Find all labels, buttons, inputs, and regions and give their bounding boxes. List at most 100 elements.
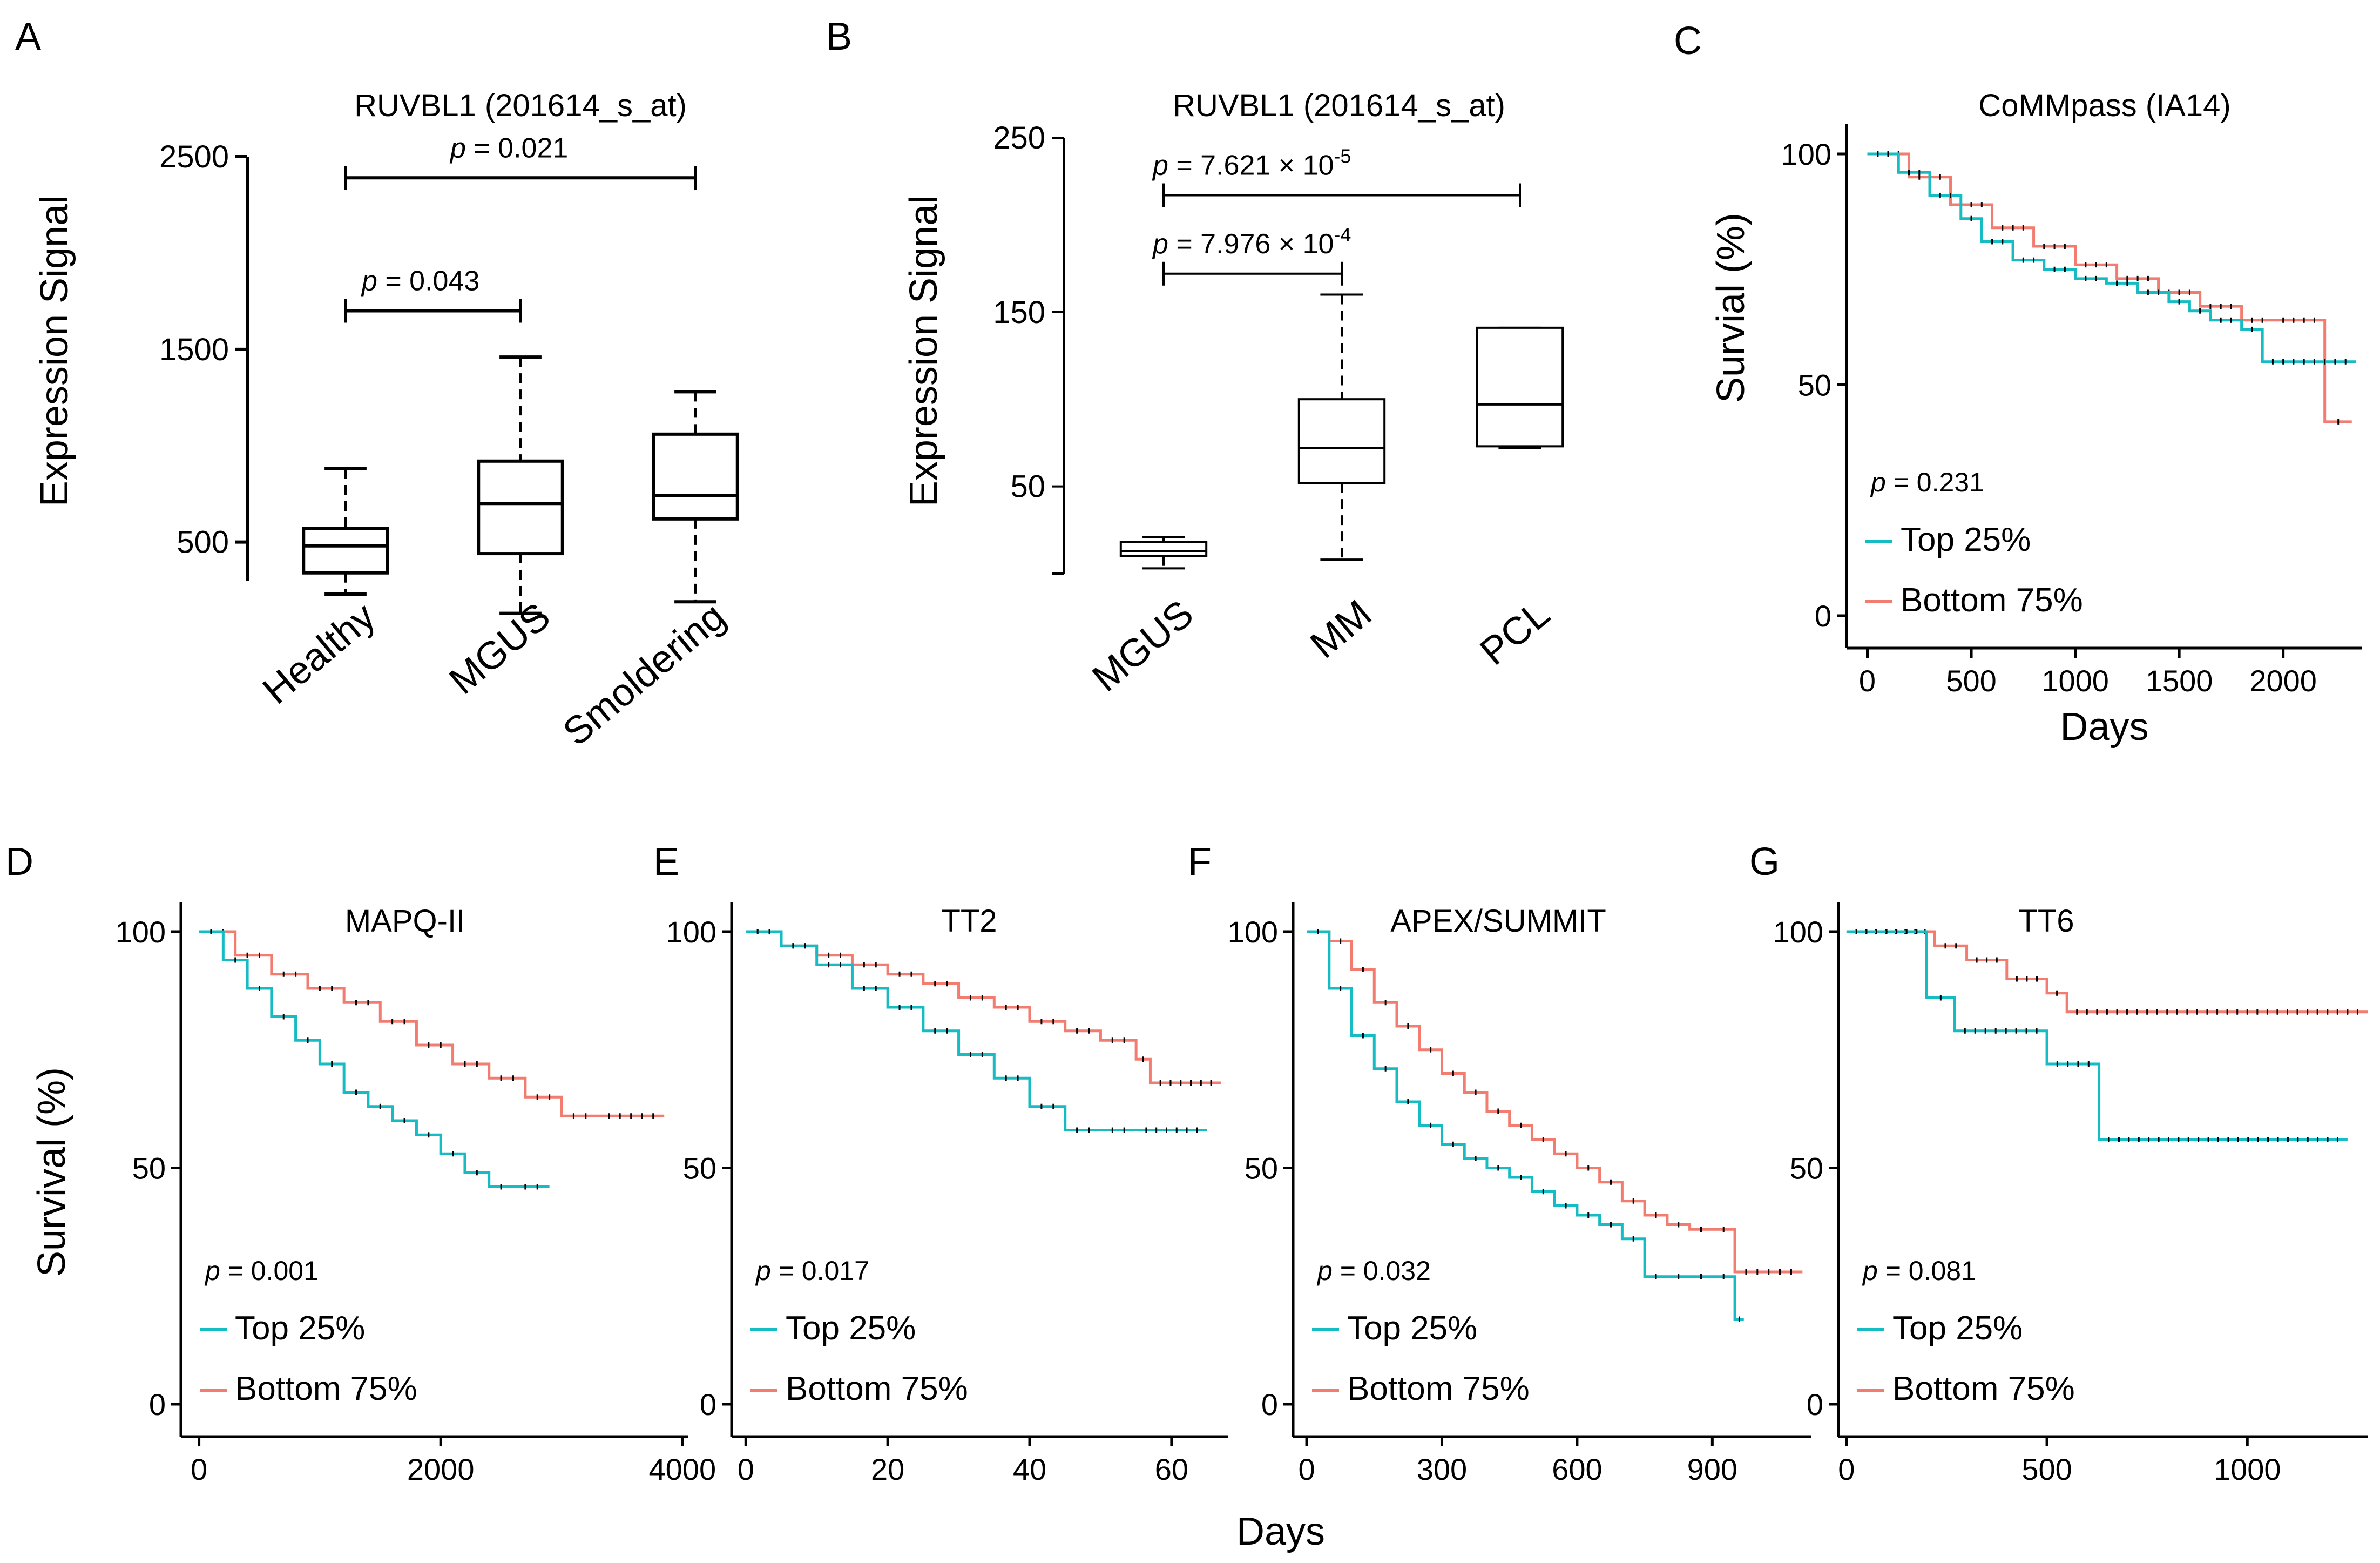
chart-b-p-value: p = 7.976 × 10-4 [1152, 224, 1351, 260]
p-value-number: = 0.032 [1333, 1256, 1431, 1286]
p-value-number: = 0.021 [466, 132, 568, 164]
chart-b-box-body [1297, 398, 1386, 484]
chart-c-y-tick-label: 100 [1781, 137, 1831, 171]
chart-b-box-0 [1119, 536, 1208, 570]
chart-b-category-label: MGUS [1084, 592, 1201, 700]
chart-g-y-tick-label: 0 [1807, 1387, 1823, 1421]
chart-d-censor-marks-top [210, 929, 538, 1190]
chart-g-censor-marks-top [1855, 929, 2338, 1142]
p-value-number: = 0.001 [220, 1256, 319, 1286]
chart-c-x-tick-label: 2000 [2249, 664, 2317, 698]
chart-f-apex-survival: APEX/SUMMIT 0 50 100 0 300 600 900 p = 0.032 Top … [1228, 902, 1811, 1486]
chart-c-legend-label-0: Top 25% [1901, 521, 2031, 558]
chart-b-title: RUVBL1 (201614_s_at) [1173, 88, 1505, 123]
chart-b-category-label: MM [1302, 592, 1380, 666]
chart-d-y-axis-label: Survival (%) [30, 1067, 73, 1277]
chart-f-x-tick-label: 900 [1687, 1452, 1737, 1486]
chart-b-box-body [1119, 541, 1208, 557]
chart-b-p-value: p = 7.621 × 10-5 [1152, 145, 1351, 181]
chart-a-box-2 [652, 390, 739, 604]
chart-a-box-body [652, 432, 739, 521]
chart-e-curve-bottom-75 [746, 930, 1221, 1084]
p-value-number: = 0.017 [771, 1256, 869, 1286]
chart-f-title: APEX/SUMMIT [1390, 904, 1606, 939]
chart-d-x-tick-label: 4000 [649, 1452, 716, 1486]
chart-a-p-value: p = 0.043 [361, 265, 479, 297]
p-symbol: p [1316, 1256, 1333, 1286]
chart-a-box-body [477, 459, 564, 556]
chart-a-p-value: p = 0.021 [449, 132, 568, 164]
chart-d-mapq-survival: MAPQ-II Survival (%) 0 50 100 0 2000 4000 p = 0.… [30, 902, 716, 1486]
chart-b-box-body [1476, 326, 1564, 448]
p-symbol: p [1862, 1256, 1878, 1286]
chart-d-censor-marks-bottom [210, 929, 654, 1119]
panel-label-a: A [15, 15, 41, 58]
chart-c-curve-top-25 [1867, 152, 2356, 363]
chart-a-category-label: Smoldering [555, 595, 733, 754]
p-value-number: = 7.621 × 10 [1168, 150, 1334, 181]
chart-e-y-tick-label: 0 [700, 1387, 716, 1421]
chart-a-expression-boxplot: RUVBL1 (201614_s_at) Expression Signal 500… [33, 88, 739, 754]
chart-f-y-tick-label: 0 [1261, 1387, 1278, 1421]
chart-b-comparison-0: p = 7.976 × 10-4 [1152, 224, 1351, 286]
chart-d-y-tick-label: 0 [149, 1387, 166, 1421]
chart-e-x-tick-label: 0 [738, 1452, 754, 1486]
chart-f-censor-marks-bottom [1317, 929, 1792, 1275]
chart-d-title: MAPQ-II [345, 904, 465, 939]
chart-g-x-tick-label: 500 [2021, 1452, 2072, 1486]
chart-f-legend-label-1: Bottom 75% [1347, 1370, 1530, 1407]
chart-b-y-axis-label: Expression Signal [902, 196, 945, 507]
chart-e-censor-marks-top [756, 929, 1198, 1133]
chart-e-x-tick-label: 40 [1013, 1452, 1046, 1486]
p-symbol: p [1152, 228, 1168, 260]
chart-a-box-body [302, 527, 389, 575]
chart-g-censor-marks-bottom [1855, 929, 2358, 1015]
p-value-exponent: -5 [1334, 145, 1351, 167]
chart-e-p-value: p = 0.017 [755, 1256, 869, 1286]
p-symbol: p [755, 1256, 771, 1286]
chart-c-censor-marks-top [1877, 151, 2347, 365]
chart-b-box-2 [1476, 326, 1564, 449]
p-symbol: p [1870, 467, 1886, 497]
chart-d-curve-top-25 [199, 930, 550, 1188]
chart-b-y-tick-label: 250 [993, 120, 1045, 156]
chart-a-y-tick-label: 1500 [159, 332, 229, 367]
chart-f-y-tick-label: 100 [1228, 915, 1278, 949]
chart-e-x-tick-label: 60 [1155, 1452, 1188, 1486]
chart-e-x-tick-label: 20 [871, 1452, 904, 1486]
chart-d-y-tick-label: 50 [132, 1151, 166, 1185]
chart-g-legend-label-0: Top 25% [1892, 1310, 2023, 1347]
chart-c-p-value: p = 0.231 [1870, 467, 1984, 497]
chart-c-y-tick-label: 0 [1815, 599, 1831, 633]
chart-f-curve-bottom-75 [1307, 930, 1803, 1274]
panel-label-f: F [1188, 840, 1212, 884]
chart-e-curve-top-25 [746, 930, 1207, 1131]
chart-a-box-0 [302, 467, 389, 596]
panel-label-d: D [5, 840, 33, 884]
chart-a-comparison-1: p = 0.021 [344, 132, 697, 190]
chart-c-censor-marks-bottom [1877, 151, 2340, 425]
chart-f-legend-label-0: Top 25% [1347, 1310, 1477, 1347]
chart-f-p-value: p = 0.032 [1316, 1256, 1431, 1286]
chart-c-y-tick-label: 50 [1798, 368, 1831, 402]
chart-a-category-label: MGUS [441, 595, 558, 703]
p-symbol: p [449, 132, 466, 164]
chart-g-curve-top-25 [1846, 930, 2348, 1141]
chart-a-y-axis-label: Expression Signal [33, 196, 76, 507]
chart-c-x-axis-label: Days [2060, 705, 2148, 749]
p-value-number: = 7.976 × 10 [1168, 228, 1334, 260]
chart-c-x-tick-label: 1000 [2041, 664, 2109, 698]
chart-f-y-tick-label: 50 [1245, 1151, 1278, 1185]
chart-d-p-value: p = 0.001 [204, 1256, 319, 1286]
p-value-exponent: -4 [1334, 224, 1351, 246]
panel-label-c: C [1674, 19, 1702, 63]
p-symbol: p [1152, 150, 1168, 181]
chart-f-x-tick-label: 300 [1417, 1452, 1467, 1486]
chart-d-x-tick-label: 2000 [407, 1452, 475, 1486]
chart-c-y-axis-label: Survial (%) [1709, 213, 1753, 403]
chart-e-title: TT2 [941, 904, 997, 939]
chart-f-curve-top-25 [1307, 930, 1744, 1321]
panel-label-b: B [826, 15, 852, 58]
